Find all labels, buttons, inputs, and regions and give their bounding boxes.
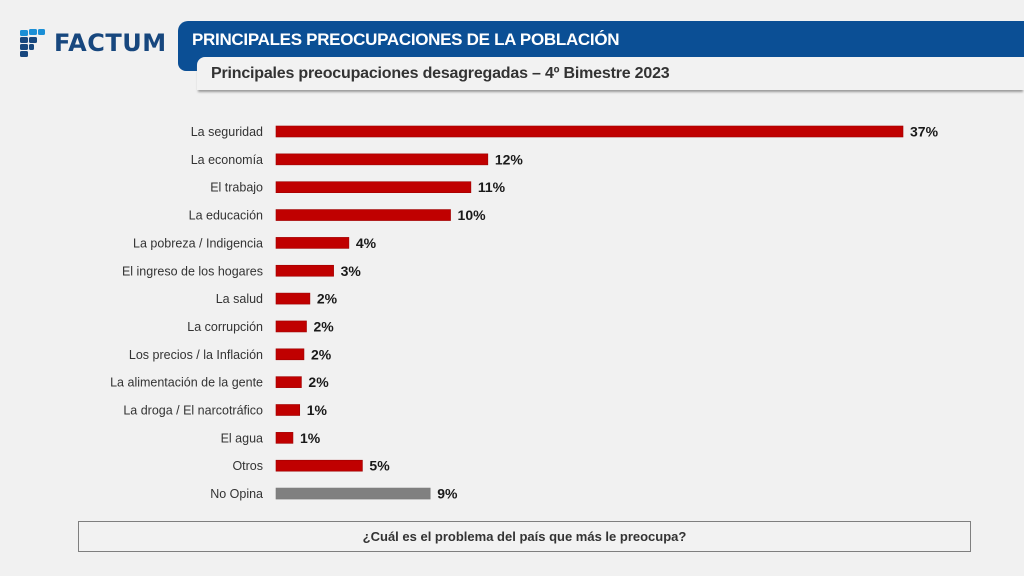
category-label: La economía — [191, 153, 263, 167]
brand-name: FACTUM — [54, 29, 167, 57]
data-label: 3% — [341, 263, 362, 279]
category-label: La salud — [216, 292, 263, 306]
category-label: No Opina — [210, 487, 263, 501]
bar — [275, 292, 311, 305]
category-label: Otros — [232, 459, 263, 473]
factum-logo: FACTUM — [20, 27, 167, 59]
category-label: El trabajo — [210, 181, 263, 195]
data-label: 2% — [317, 291, 338, 307]
data-label: 11% — [478, 179, 506, 195]
category-label: La alimentación de la gente — [110, 376, 263, 390]
subtitle-banner — [197, 57, 1024, 90]
category-label: El ingreso de los hogares — [122, 264, 263, 278]
data-label: 9% — [437, 486, 458, 502]
bar — [275, 404, 301, 416]
category-label: La corrupción — [187, 320, 263, 334]
data-label: 37% — [910, 124, 939, 140]
bar — [275, 320, 307, 333]
data-label: 2% — [314, 318, 335, 334]
category-label: La educación — [189, 209, 263, 223]
bar — [275, 432, 294, 444]
data-label: 10% — [458, 207, 487, 223]
bar — [275, 125, 904, 138]
bar — [275, 209, 451, 221]
page-title: PRINCIPALES PREOCUPACIONES DE LA POBLACI… — [192, 30, 620, 49]
survey-question: ¿Cuál es el problema del país que más le… — [362, 529, 687, 544]
data-label: 4% — [356, 235, 377, 251]
data-label: 1% — [300, 430, 321, 446]
bar — [275, 237, 350, 249]
bar — [275, 348, 305, 361]
category-label: La droga / El narcotráfico — [123, 404, 263, 418]
bar — [275, 181, 472, 193]
data-label: 12% — [495, 151, 524, 167]
bar — [275, 264, 334, 277]
data-label: 2% — [311, 346, 332, 362]
category-label: La seguridad — [191, 125, 263, 139]
bar — [275, 376, 302, 388]
chart-subtitle: Principales preocupaciones desagregadas … — [211, 65, 670, 82]
factum-blocks-icon — [20, 29, 50, 57]
bar — [275, 153, 489, 166]
data-label: 1% — [307, 402, 328, 418]
category-label: La pobreza / Indigencia — [133, 236, 263, 250]
question-box: ¿Cuál es el problema del país que más le… — [78, 521, 971, 552]
bar — [275, 459, 363, 472]
category-label: Los precios / la Inflación — [129, 348, 263, 362]
category-label: El agua — [221, 431, 263, 445]
data-label: 2% — [308, 374, 329, 390]
data-label: 5% — [369, 458, 390, 474]
bar — [275, 487, 431, 500]
